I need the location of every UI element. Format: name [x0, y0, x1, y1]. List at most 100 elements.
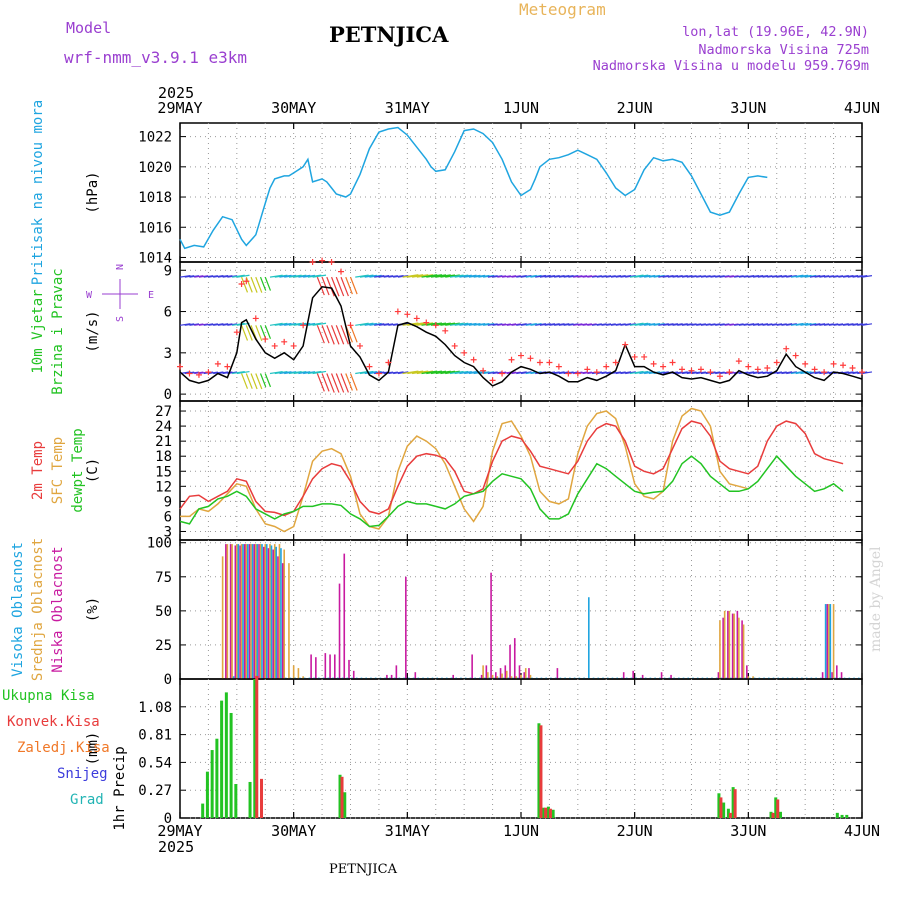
wind-arrow: [805, 274, 817, 278]
wind-arrow: [544, 323, 556, 326]
cloud-bar-low: [395, 665, 398, 679]
unit-label: (hPa): [85, 171, 101, 213]
wind-arrow: [426, 370, 443, 375]
wind-arrow: [269, 370, 283, 375]
gust-marker: [716, 373, 723, 380]
y-tick-label: 100: [147, 536, 172, 552]
wind-arrow: [232, 322, 245, 326]
wind-arrow: [194, 275, 204, 278]
gust-marker: [470, 356, 477, 363]
wind-arrow: [696, 275, 706, 278]
gust-marker: [442, 327, 449, 334]
wind-arrow: [369, 322, 382, 326]
cloud-bar-low: [277, 556, 279, 679]
day-label-bottom: 31MAY: [385, 822, 430, 840]
cloud-bar-low: [746, 665, 748, 679]
wind-arrow: [279, 274, 292, 278]
cloud-bar-high: [588, 597, 590, 679]
gust-marker: [584, 366, 591, 373]
wind-arrow: [326, 276, 335, 297]
wind-arrow: [217, 371, 229, 375]
wind-arrow: [814, 323, 826, 326]
wind-arrow: [440, 274, 456, 278]
wind-arrow: [809, 323, 821, 326]
wind-arrow: [208, 371, 218, 375]
wind-arrow: [227, 275, 238, 278]
cloud-bar-mid: [273, 544, 276, 679]
y-tick-label: 6: [164, 305, 172, 321]
wind-arrow: [520, 274, 532, 278]
gust-marker: [214, 360, 221, 367]
cloud-bar-low: [324, 653, 327, 679]
wind-arrow: [274, 370, 288, 375]
dewpt-line: [179, 455, 844, 528]
wind-arrow: [232, 370, 245, 375]
wind-arrow: [847, 274, 859, 278]
wind-arrow: [587, 275, 597, 278]
wind-arrow: [269, 274, 283, 278]
cloud-bar-low: [234, 545, 237, 679]
wind-arrow: [554, 323, 565, 326]
gust-marker: [536, 359, 543, 366]
wind-arrow: [771, 275, 783, 278]
wind-arrow: [738, 275, 749, 278]
wind-arrow: [213, 274, 224, 278]
pressure-line: [179, 126, 768, 250]
day-label-top: 29MAY: [157, 99, 202, 117]
wind-arrow: [464, 371, 477, 375]
cloud-bar-mid: [510, 676, 513, 679]
gust-marker: [574, 370, 581, 377]
day-label-bottom: 4JUN: [844, 822, 880, 840]
wind-arrow: [833, 275, 844, 278]
cloud-bar-high: [242, 544, 244, 679]
wind-arrow: [606, 323, 616, 326]
precip-legend-item: Konvek.Kisa: [7, 714, 100, 730]
day-label-top: 3JUN: [730, 99, 766, 117]
gust-marker: [290, 342, 297, 349]
gust-marker: [432, 322, 439, 329]
gust-marker: [518, 352, 524, 359]
y-tick-label: 1014: [138, 250, 172, 266]
wind-arrow: [416, 274, 434, 278]
wind-arrow: [686, 275, 697, 278]
cloud-bar-low: [329, 654, 331, 679]
precip-bar-total: [551, 809, 555, 818]
cloud-bar-low: [352, 670, 355, 679]
wind-arrow: [208, 323, 218, 326]
gust-marker: [811, 366, 818, 373]
cloud-bar-mid: [288, 563, 290, 679]
cloud-bar-mid: [491, 674, 494, 679]
wind-arrow: [383, 275, 394, 278]
wind-arrow: [208, 275, 218, 278]
wind-arrow: [658, 274, 669, 278]
wind-arrow: [307, 322, 322, 326]
wind-arrow: [781, 274, 793, 278]
precip-bar-total: [201, 803, 205, 818]
cloud-bar-low: [632, 670, 634, 679]
wind-arrow: [648, 323, 661, 326]
y-tick-label: 0.81: [138, 728, 172, 744]
day-label-bottom: 29MAY: [157, 822, 202, 840]
wind-arrow: [421, 274, 438, 278]
cloud-bar-low: [499, 668, 502, 679]
y-tick-label: 1018: [138, 190, 172, 206]
wind-arrow: [629, 274, 644, 278]
wind-arrow: [767, 323, 778, 326]
precip-bar-total: [717, 793, 721, 818]
wind-arrow: [316, 325, 325, 344]
wind-arrow: [388, 323, 398, 326]
cloud-bar-low: [509, 644, 511, 679]
wind-arrow: [388, 371, 398, 375]
wind-arrow: [539, 323, 551, 326]
cloud-bar-mid: [254, 544, 257, 679]
wind-arrow: [497, 275, 507, 278]
wind-arrow: [573, 275, 583, 278]
cloud-bar-low: [523, 672, 526, 679]
cloud-bar-mid: [752, 676, 754, 679]
precip-legend-item: Zaledj.Kisa: [17, 740, 110, 756]
precip-bar-conv: [733, 789, 737, 818]
wind-arrow: [279, 371, 292, 375]
cloud-bar-high: [265, 544, 268, 679]
precip-bar-total: [537, 723, 541, 818]
wind-arrow: [847, 371, 859, 375]
